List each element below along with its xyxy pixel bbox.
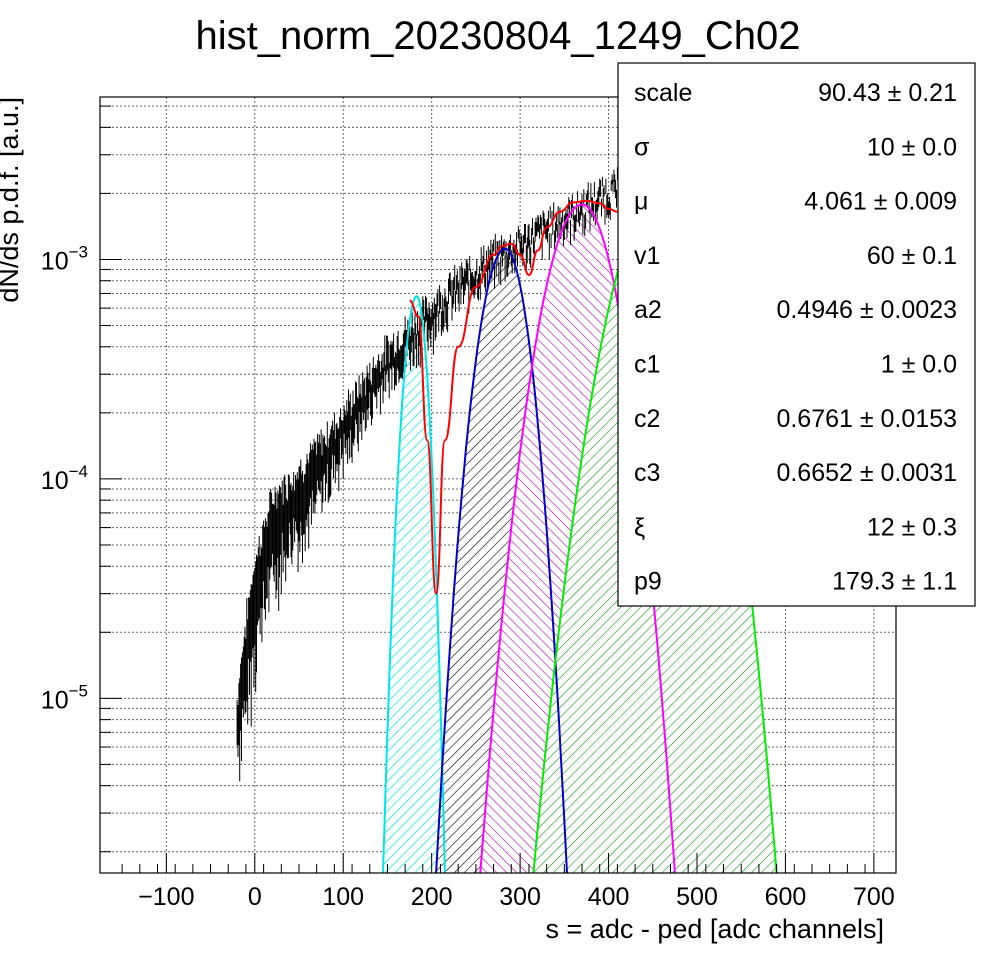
stat-name: p9 — [634, 568, 662, 596]
stat-value: 0.6652 ± 0.0031 — [776, 459, 957, 487]
fit-stats-box: scale 90.43 ± 0.21 σ 10 ± 0.0 μ 4.061 ± 0.009… — [617, 62, 976, 607]
stat-value: 12 ± 0.3 — [867, 513, 957, 541]
stat-value: 1 ± 0.0 — [881, 351, 957, 379]
x-tick-label: 600 — [765, 883, 807, 911]
x-tick-label: 400 — [588, 883, 630, 911]
stat-value: 179.3 ± 1.1 — [832, 568, 957, 596]
x-tick-label: 300 — [499, 883, 541, 911]
stat-value: 90.43 ± 0.21 — [818, 79, 957, 107]
peak1-curve — [382, 295, 446, 873]
axis-ticks: −100 0 100 200 300 400 500 600 700 10−5 10−4 10−3 — [41, 105, 895, 911]
stat-name: ξ — [634, 513, 645, 541]
histogram — [236, 139, 698, 782]
stat-name: σ — [634, 133, 650, 161]
x-tick-label: 0 — [248, 883, 262, 911]
stat-value: 10 ± 0.0 — [867, 133, 957, 161]
stat-name: v1 — [634, 242, 660, 270]
x-tick-label: 700 — [853, 883, 895, 911]
peak1-fill — [383, 296, 445, 873]
stat-name: scale — [634, 79, 692, 107]
stat-value: 0.4946 ± 0.0023 — [776, 296, 957, 324]
stat-name: c3 — [634, 459, 660, 487]
stat-value: 4.061 ± 0.009 — [804, 188, 957, 216]
y-tick-label: 10−3 — [41, 242, 88, 275]
y-axis-label: dN/ds p.d.f. [a.u.] — [0, 97, 24, 303]
x-tick-label: 500 — [676, 883, 718, 911]
stat-name: c1 — [634, 351, 660, 379]
stat-name: μ — [634, 188, 648, 216]
stat-value: 0.6761 ± 0.0153 — [776, 405, 957, 433]
y-tick-label: 10−4 — [41, 462, 88, 495]
stat-name: c2 — [634, 405, 660, 433]
peak2-curve — [435, 247, 568, 873]
x-tick-label: 100 — [322, 883, 364, 911]
x-tick-label: 200 — [411, 883, 453, 911]
stat-value: 60 ± 0.1 — [867, 242, 957, 270]
stat-name: a2 — [634, 296, 662, 324]
y-tick-label: 10−5 — [41, 681, 88, 714]
stats-box-frame — [617, 62, 976, 607]
x-tick-label: −100 — [138, 883, 194, 911]
x-axis-label: s = adc - ped [adc channels] — [546, 914, 884, 944]
chart-title: hist_norm_20230804_1249_Ch02 — [196, 14, 801, 58]
